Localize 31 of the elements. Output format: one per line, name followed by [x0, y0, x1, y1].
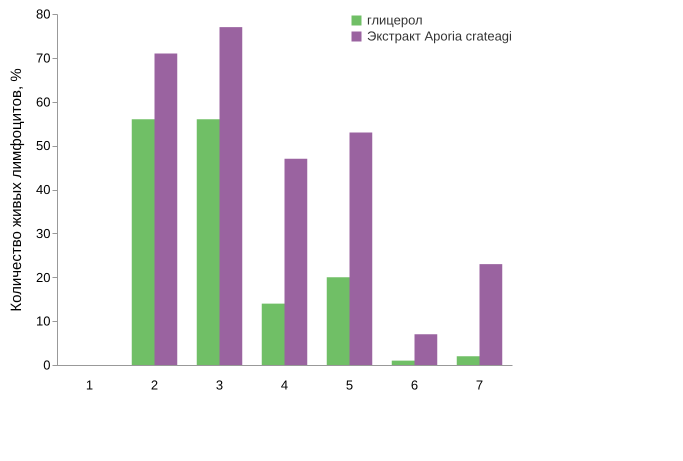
bar	[196, 119, 220, 365]
bar	[154, 53, 178, 365]
bar	[480, 264, 502, 365]
x-tick-label: 6	[410, 378, 418, 392]
y-tick-label: 10	[36, 314, 50, 329]
legend-label: глицерол	[367, 12, 423, 28]
y-tick-label: 40	[36, 182, 50, 197]
y-tick-label: 0	[43, 358, 50, 372]
bar	[220, 27, 242, 365]
y-tick-label: 60	[36, 94, 50, 110]
y-axis-title: Количество живых лимфоцитов, %	[8, 68, 26, 312]
x-tick-label: 2	[150, 378, 158, 392]
y-tick-label: 20	[36, 270, 50, 285]
bar	[392, 360, 414, 365]
bar	[350, 132, 372, 365]
bar	[414, 334, 438, 365]
x-tick-label: 4	[280, 378, 288, 392]
bar	[132, 119, 154, 365]
x-tick-label: 1	[86, 378, 94, 392]
x-tick-label: 3	[216, 378, 224, 392]
y-tick-label: 80	[36, 6, 50, 22]
x-tick-label: 7	[476, 378, 484, 392]
x-tick-label: 5	[346, 378, 354, 392]
bar	[456, 356, 480, 365]
bar	[262, 304, 284, 365]
y-tick-label: 70	[36, 50, 50, 66]
y-tick-label: 30	[36, 226, 50, 241]
legend-label: Экстракт Aporia crateagi	[367, 28, 512, 44]
y-tick-label: 50	[36, 138, 50, 154]
bar	[326, 277, 350, 365]
bar	[284, 158, 308, 365]
